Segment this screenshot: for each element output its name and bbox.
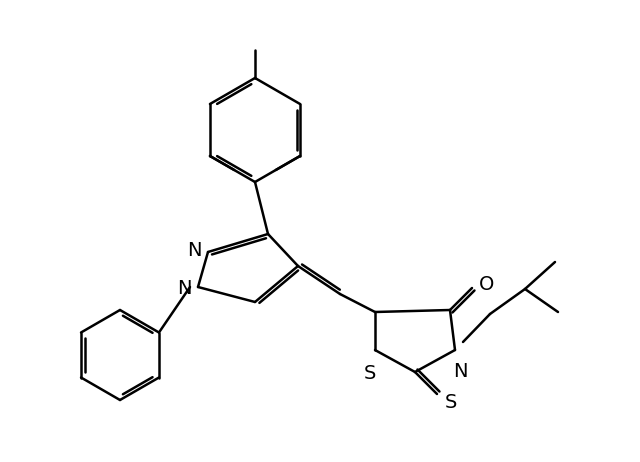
Text: S: S xyxy=(364,364,376,383)
Text: O: O xyxy=(479,274,494,293)
Text: N: N xyxy=(452,362,467,381)
Text: S: S xyxy=(445,393,458,412)
Text: N: N xyxy=(187,241,201,260)
Text: N: N xyxy=(177,280,191,298)
